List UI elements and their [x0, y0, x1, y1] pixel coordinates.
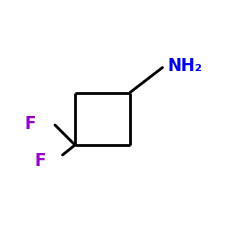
Text: NH₂: NH₂	[168, 57, 202, 75]
Text: F: F	[25, 115, 36, 133]
Text: F: F	[35, 152, 46, 170]
